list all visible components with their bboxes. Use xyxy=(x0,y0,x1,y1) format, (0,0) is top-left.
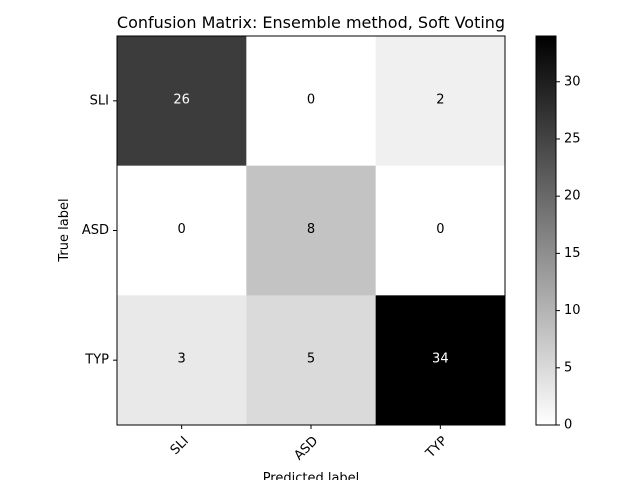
cell-value-label-2-1: 5 xyxy=(307,352,315,367)
matrix-cell-2-2 xyxy=(375,295,506,426)
chart-title: Confusion Matrix: Ensemble method, Soft … xyxy=(117,13,505,32)
colorbar-tick-label: 0 xyxy=(564,418,572,433)
cell-value-label-0-2: 2 xyxy=(436,92,444,107)
colorbar-tick-label: 30 xyxy=(564,74,581,89)
colorbar-ticks: 0 5 10 15 20 25 30 xyxy=(556,74,581,433)
x-tick-label: SLI xyxy=(168,434,192,458)
y-tick-label: TYP xyxy=(84,353,109,368)
y-tick-label: SLI xyxy=(90,93,109,108)
matrix-cell-2-1 xyxy=(246,295,377,426)
colorbar-tick-label: 10 xyxy=(564,303,581,318)
x-axis-ticks: SLI ASD TYP xyxy=(168,425,451,464)
y-axis-ticks: SLI ASD TYP xyxy=(82,93,117,368)
colorbar-tick-label: 20 xyxy=(564,189,581,204)
cell-value-label-2-2: 34 xyxy=(432,352,449,367)
y-axis-label: True label xyxy=(57,198,72,262)
cell-value-label-2-0: 3 xyxy=(178,352,186,367)
matrix-cell-2-0 xyxy=(117,295,247,426)
matrix-cell-1-1 xyxy=(246,165,377,296)
colorbar-tick-label: 5 xyxy=(564,360,572,375)
colorbar xyxy=(535,35,557,426)
x-tick-label: ASD xyxy=(291,434,321,464)
cell-value-label-0-1: 0 xyxy=(307,92,315,107)
cell-value-label-1-2: 0 xyxy=(436,222,444,237)
y-tick-label: ASD xyxy=(82,223,109,238)
colorbar-tick-label: 15 xyxy=(564,246,581,261)
matrix-cell-0-1 xyxy=(246,36,377,167)
x-tick-label: TYP xyxy=(423,434,451,462)
matrix-cell-labels: 26 0 2 0 8 0 3 5 34 xyxy=(173,92,448,366)
colorbar-tick-label: 25 xyxy=(564,131,581,146)
matrix-cell-1-2 xyxy=(375,165,506,296)
cell-value-label-1-0: 0 xyxy=(178,222,186,237)
x-axis-label: Predicted label xyxy=(263,471,360,480)
matrix-cell-1-0 xyxy=(117,165,247,296)
matrix-cells xyxy=(117,36,506,426)
cell-value-label-1-1: 8 xyxy=(307,222,315,237)
matrix-cell-0-0 xyxy=(117,36,247,167)
cell-value-label-0-0: 26 xyxy=(173,92,190,107)
matrix-cell-0-2 xyxy=(375,36,506,167)
